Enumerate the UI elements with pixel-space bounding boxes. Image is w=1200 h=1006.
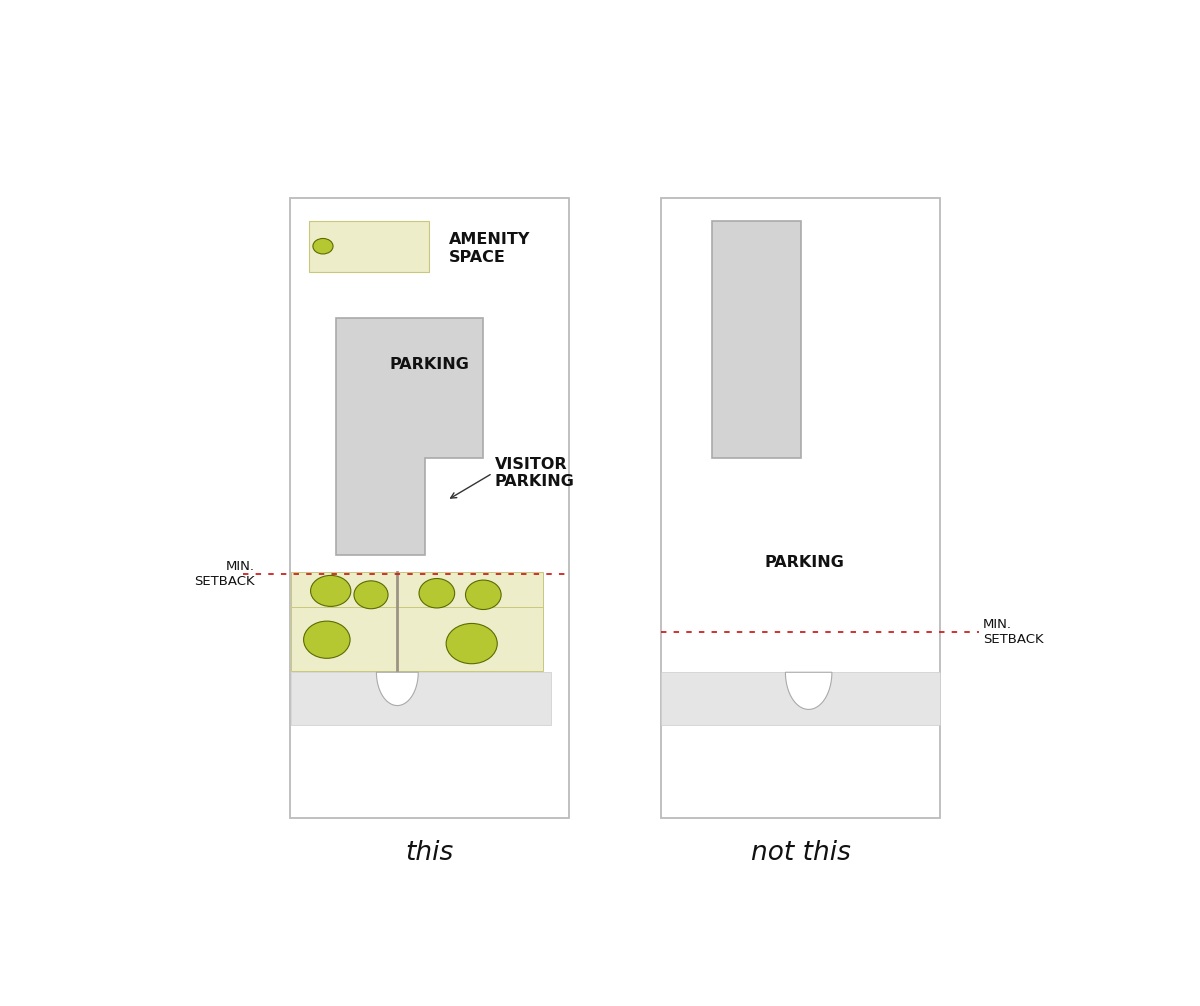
Bar bbox=[310, 221, 430, 272]
Text: PARKING: PARKING bbox=[764, 554, 845, 569]
Bar bbox=[292, 672, 552, 725]
Ellipse shape bbox=[466, 580, 502, 610]
Text: VISITOR
PARKING: VISITOR PARKING bbox=[494, 457, 575, 489]
Bar bbox=[661, 672, 941, 725]
Text: PARKING: PARKING bbox=[389, 357, 469, 372]
Text: not this: not this bbox=[751, 840, 851, 866]
Bar bbox=[292, 572, 542, 609]
Polygon shape bbox=[336, 318, 484, 554]
Bar bbox=[289, 198, 569, 818]
Bar bbox=[661, 198, 941, 818]
Ellipse shape bbox=[304, 621, 350, 658]
Ellipse shape bbox=[354, 580, 388, 609]
Polygon shape bbox=[377, 672, 419, 705]
Bar bbox=[712, 221, 800, 458]
Bar bbox=[292, 608, 542, 671]
Ellipse shape bbox=[313, 238, 334, 254]
Ellipse shape bbox=[446, 624, 497, 664]
Text: this: this bbox=[404, 840, 454, 866]
Text: AMENITY
SPACE: AMENITY SPACE bbox=[449, 232, 530, 265]
Text: MIN.
SETBACK: MIN. SETBACK bbox=[194, 560, 254, 588]
Ellipse shape bbox=[419, 578, 455, 608]
Ellipse shape bbox=[311, 575, 350, 607]
Text: MIN.
SETBACK: MIN. SETBACK bbox=[983, 618, 1044, 646]
Polygon shape bbox=[786, 672, 832, 709]
